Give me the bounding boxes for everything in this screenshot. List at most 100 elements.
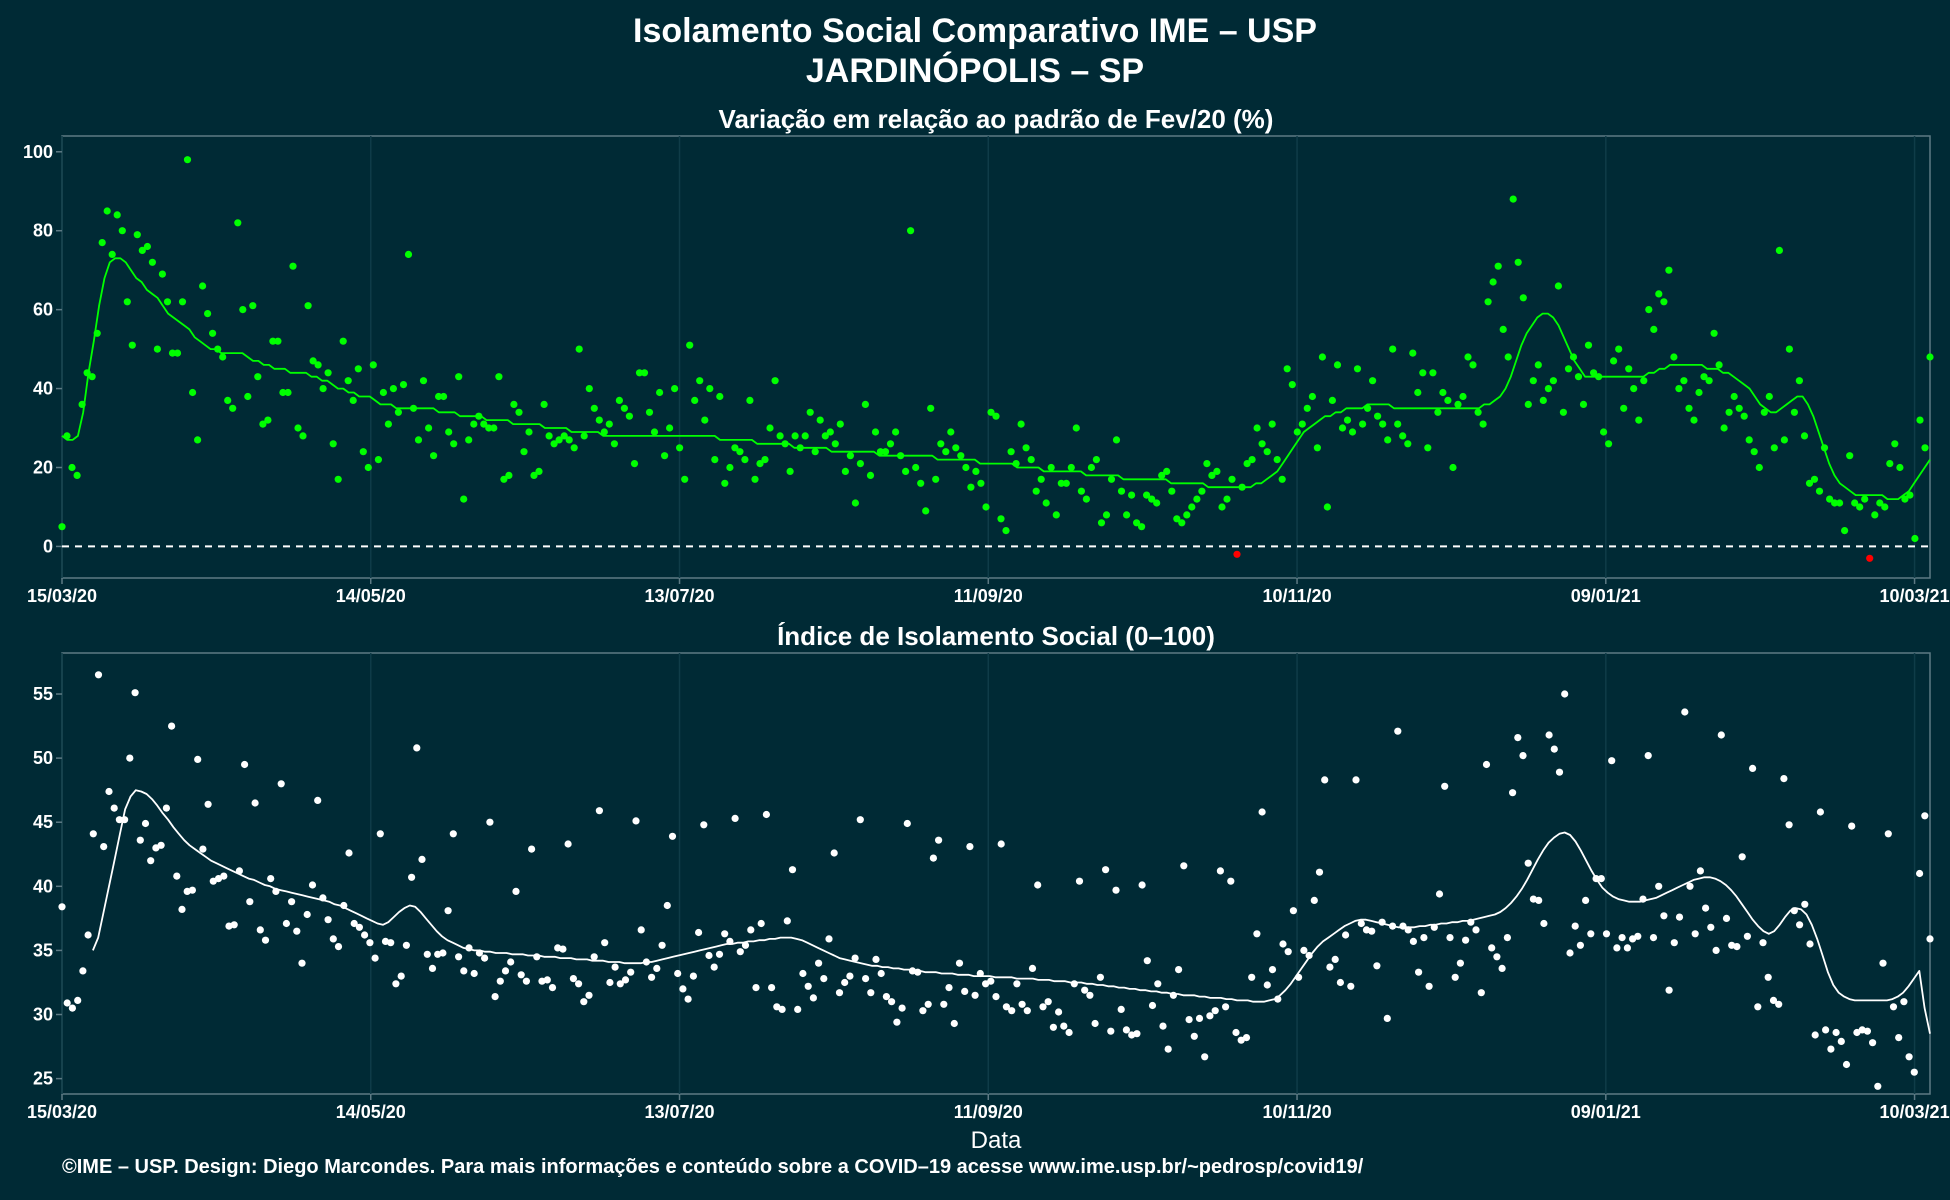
data-point — [791, 432, 799, 440]
data-point — [1600, 428, 1608, 436]
data-point — [1754, 1003, 1762, 1011]
data-point — [543, 976, 551, 984]
data-point — [564, 840, 572, 848]
data-point — [992, 993, 1000, 1001]
data-point — [100, 843, 108, 851]
data-point — [1561, 690, 1569, 698]
data-point — [399, 381, 408, 389]
data-point — [1201, 1053, 1209, 1061]
data-point — [776, 432, 784, 440]
data-point — [1081, 986, 1089, 994]
data-point — [1759, 939, 1767, 947]
data-point — [1866, 554, 1874, 562]
data-point — [691, 396, 699, 404]
data-point — [282, 919, 290, 928]
data-point — [234, 219, 242, 227]
data-point — [605, 420, 613, 428]
data-point — [929, 854, 938, 862]
data-point — [1258, 808, 1266, 816]
data-point — [428, 964, 437, 973]
data-point — [1691, 930, 1699, 938]
data-point — [359, 448, 367, 456]
data-point — [1571, 922, 1579, 930]
data-point — [1590, 369, 1598, 377]
data-point — [851, 954, 859, 962]
data-point — [289, 262, 297, 270]
data-point — [535, 467, 543, 475]
data-point — [1730, 392, 1738, 401]
data-point — [932, 475, 940, 483]
data-point — [1180, 862, 1188, 870]
data-point — [616, 980, 624, 988]
data-point — [445, 428, 453, 436]
data-point — [706, 385, 714, 393]
data-point — [1810, 475, 1819, 483]
data-point — [1347, 982, 1355, 990]
data-point — [1564, 365, 1573, 373]
data-point — [1313, 444, 1321, 452]
data-point — [324, 369, 332, 377]
y-tick-label: 20 — [33, 458, 53, 478]
data-point — [1404, 440, 1412, 448]
data-point — [1052, 511, 1060, 519]
data-point — [133, 231, 141, 239]
data-point — [757, 919, 765, 928]
y-tick-label: 40 — [33, 379, 53, 399]
data-point — [1359, 420, 1367, 428]
data-point — [1091, 1019, 1099, 1028]
data-point — [701, 416, 709, 424]
data-point — [856, 816, 864, 824]
data-point — [1775, 1000, 1783, 1008]
data-point — [684, 995, 692, 1003]
data-point — [344, 377, 352, 385]
data-point — [89, 830, 97, 838]
data-point — [1154, 980, 1162, 988]
data-point — [997, 515, 1005, 523]
data-point — [731, 814, 739, 823]
data-point — [1524, 400, 1532, 408]
data-point — [1017, 420, 1025, 428]
x-tick-label: 10/03/21 — [1880, 1102, 1950, 1122]
data-point — [1394, 727, 1402, 735]
data-point — [1454, 400, 1462, 408]
data-point — [1670, 939, 1678, 947]
data-point — [1916, 416, 1924, 424]
data-point — [178, 298, 187, 306]
data-point — [366, 939, 374, 947]
data-point — [308, 881, 317, 889]
data-point — [481, 954, 489, 962]
data-point — [1785, 821, 1793, 829]
data-point — [648, 973, 656, 981]
data-point — [762, 810, 771, 819]
data-point — [293, 927, 301, 935]
data-point — [94, 671, 103, 679]
data-point — [1188, 503, 1196, 511]
x-tick-label: 15/03/20 — [27, 1102, 97, 1122]
data-point — [1444, 396, 1452, 404]
data-point — [861, 400, 870, 408]
data-point — [408, 873, 416, 881]
data-point — [1228, 475, 1236, 483]
data-point — [1634, 932, 1642, 940]
page-subtitle: JARDINÓPOLIS – SP — [805, 52, 1145, 90]
data-point — [1477, 989, 1485, 997]
data-point — [1826, 495, 1834, 503]
data-point — [1504, 353, 1512, 361]
data-point — [961, 987, 969, 996]
data-point — [1464, 353, 1472, 361]
data-point — [611, 963, 619, 971]
data-point — [126, 754, 134, 762]
data-point — [1544, 385, 1552, 393]
trend-line — [61, 257, 1931, 500]
data-point — [715, 950, 724, 958]
data-point — [220, 872, 228, 880]
data-point — [955, 959, 964, 967]
data-point — [741, 456, 749, 464]
data-point — [835, 989, 844, 997]
data-point — [314, 796, 322, 805]
x-tick-label: 14/05/20 — [336, 586, 406, 606]
data-point — [1369, 377, 1377, 385]
data-point — [872, 955, 880, 964]
data-point — [329, 440, 337, 448]
data-point — [1429, 369, 1437, 377]
